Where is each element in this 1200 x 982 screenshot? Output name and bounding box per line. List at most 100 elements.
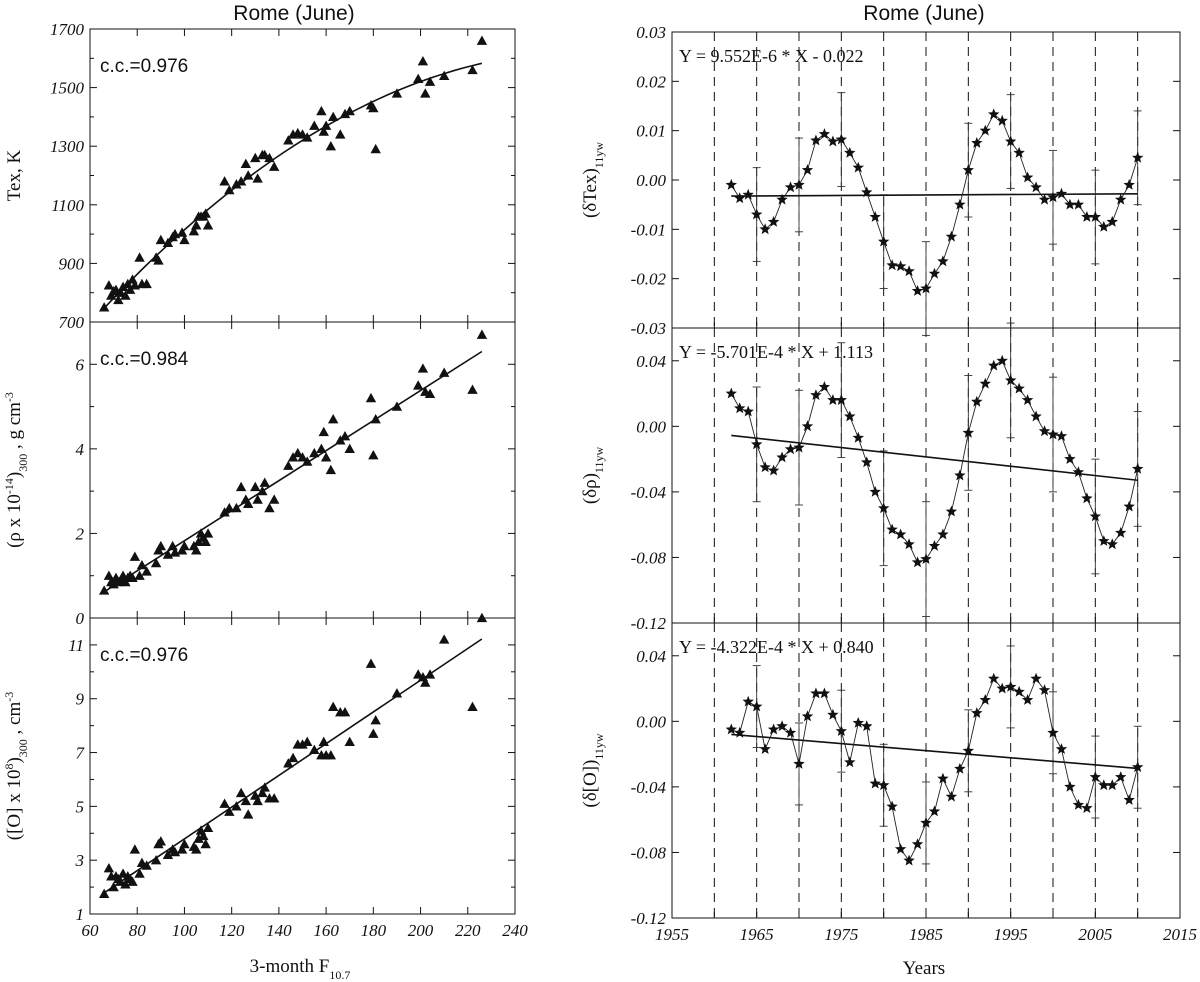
- data-point: [344, 105, 355, 116]
- data-point: [801, 420, 814, 432]
- data-point: [1013, 146, 1025, 158]
- data-point: [283, 135, 294, 145]
- data-point: [179, 540, 190, 551]
- y-tick-label: -0.12: [631, 909, 667, 928]
- data-point: [420, 88, 431, 98]
- data-point: [370, 715, 381, 725]
- data-point: [134, 570, 145, 580]
- data-point: [1115, 193, 1127, 205]
- data-point: [878, 779, 890, 791]
- data-point: [224, 184, 235, 195]
- data-point: [954, 469, 966, 481]
- data-point: [1123, 178, 1135, 190]
- data-point: [412, 380, 424, 390]
- data-point: [793, 757, 805, 769]
- data-point: [1038, 684, 1051, 695]
- data-point: [316, 443, 327, 454]
- data-point: [878, 502, 890, 514]
- data-point: [391, 88, 403, 98]
- data-point: [259, 782, 270, 792]
- data-point: [945, 790, 958, 802]
- data-point: [188, 225, 200, 236]
- data-point: [971, 707, 983, 718]
- data-point: [108, 881, 119, 892]
- data-point: [1106, 215, 1118, 227]
- data-point: [257, 787, 268, 798]
- data-point: [835, 725, 847, 736]
- data-point: [193, 833, 204, 843]
- data-point: [283, 758, 294, 768]
- y-tick-label: 1100: [51, 196, 84, 215]
- y-tick-label: 0.03: [636, 23, 666, 42]
- data-point: [98, 302, 110, 312]
- regression-equation: Y = -4.322E-4 * X + 0.840: [679, 637, 874, 657]
- data-point: [219, 176, 230, 186]
- y-tick-label: 1: [76, 905, 85, 924]
- data-point: [320, 120, 332, 130]
- data-point: [725, 723, 737, 735]
- data-point: [869, 777, 881, 789]
- data-point: [191, 545, 202, 555]
- y-tick-label: 0.01: [636, 122, 666, 141]
- data-point: [1115, 526, 1127, 538]
- y-axis-label: (ρ x 10-14)300 , g cm-3: [2, 392, 30, 548]
- data-point: [368, 102, 379, 113]
- data-point: [1047, 726, 1059, 738]
- data-point: [325, 141, 337, 151]
- data-point: [438, 634, 450, 644]
- data-point: [988, 359, 1000, 371]
- data-point: [971, 395, 983, 407]
- data-point: [903, 854, 915, 866]
- data-point: [988, 672, 1000, 684]
- data-point: [1013, 382, 1025, 394]
- x-axis-label: 3-month F10.7: [250, 956, 351, 982]
- x-tick-label: 2015: [1163, 925, 1197, 944]
- data-point: [155, 836, 167, 846]
- data-point: [827, 135, 839, 147]
- data-point: [252, 494, 263, 504]
- data-point: [1064, 198, 1076, 210]
- data-point: [759, 743, 771, 754]
- y-axis-label: (δTex)11yw: [580, 142, 606, 218]
- y-tick-label: 900: [59, 254, 85, 273]
- data-point: [776, 451, 788, 463]
- data-point: [1081, 492, 1093, 504]
- data-point: [810, 134, 822, 146]
- x-axis-label: Years: [903, 958, 945, 979]
- data-point: [268, 494, 280, 504]
- data-point: [191, 220, 202, 230]
- x-tick-label: 100: [172, 921, 198, 940]
- data-point: [150, 557, 162, 568]
- data-point: [141, 566, 152, 576]
- data-point: [793, 441, 805, 453]
- data-point: [801, 710, 814, 722]
- data-point: [316, 105, 327, 116]
- data-point: [1089, 510, 1101, 522]
- data-point: [365, 392, 377, 403]
- data-point: [117, 281, 129, 291]
- data-point: [467, 384, 478, 394]
- data-point: [370, 414, 381, 424]
- y-tick-label: 1300: [50, 137, 85, 156]
- data-point: [231, 179, 242, 189]
- data-point: [231, 801, 242, 811]
- data-point: [252, 173, 263, 183]
- data-point: [235, 481, 247, 492]
- data-point: [129, 551, 141, 561]
- y-tick-label: 2: [76, 524, 85, 543]
- y-tick-label: 0.04: [636, 647, 666, 666]
- data-point: [420, 677, 431, 687]
- data-point: [894, 843, 907, 854]
- data-point: [861, 186, 873, 198]
- data-point: [476, 612, 488, 623]
- data-point: [292, 447, 303, 458]
- data-point: [113, 294, 124, 305]
- right-panel-1: 0.03 0.02 0.01 0.00 -0.01 -0.02 -0.03 Y = 9.552…: [580, 23, 1181, 338]
- data-point: [759, 461, 771, 473]
- data-point: [153, 255, 164, 265]
- data-point: [1021, 694, 1034, 705]
- data-point: [438, 367, 450, 377]
- data-point: [818, 128, 831, 139]
- data-point: [911, 556, 924, 568]
- data-point: [1106, 538, 1118, 550]
